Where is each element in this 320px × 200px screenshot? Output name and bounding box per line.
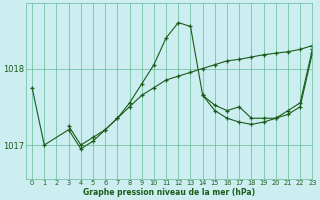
X-axis label: Graphe pression niveau de la mer (hPa): Graphe pression niveau de la mer (hPa) — [83, 188, 255, 197]
